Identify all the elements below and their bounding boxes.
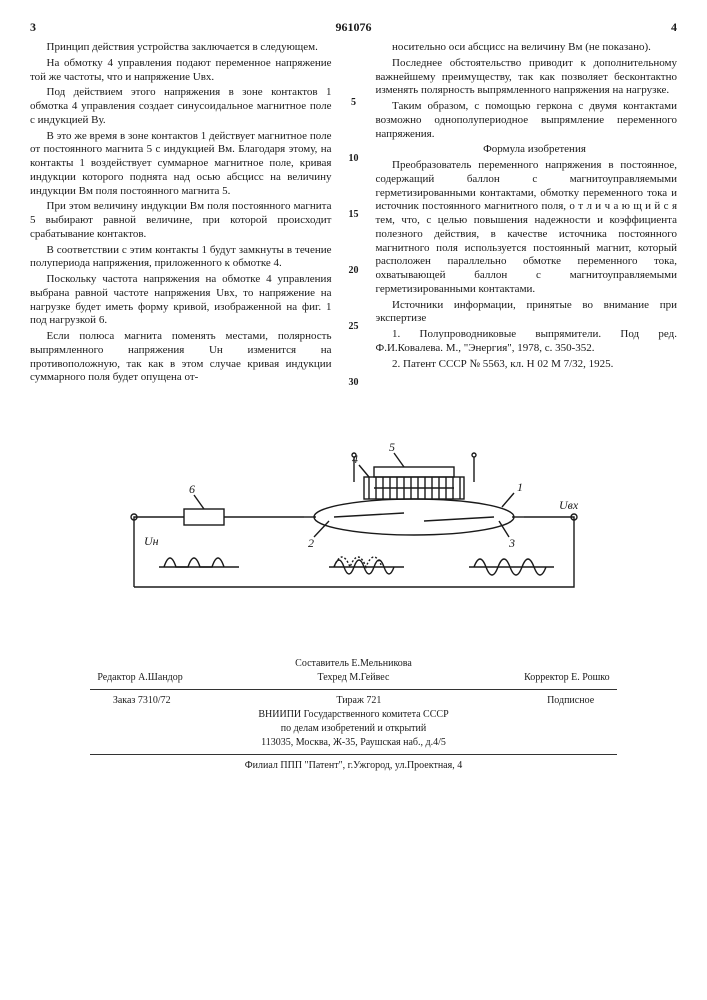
line-number: 20 bbox=[346, 265, 362, 278]
figure-label-4: 4 bbox=[352, 452, 358, 466]
line-number-gutter: 5 10 15 20 25 30 bbox=[346, 41, 362, 387]
order-row: Заказ 7310/72 Тираж 721 Подписное bbox=[30, 694, 677, 708]
editor: Редактор А.Шандор bbox=[97, 671, 182, 685]
source-item: 2. Патент СССР № 5563, кл. Н 02 М 7/32, … bbox=[376, 358, 678, 372]
figure-labels: 6 2 3 4 5 1 Uн Uвх bbox=[144, 440, 579, 550]
paragraph: Если полюса магнита поменять местами, по… bbox=[30, 330, 332, 385]
left-column: Принцип действия устройства заключается … bbox=[30, 41, 332, 387]
paragraph: Под действием этого напряжения в зоне ко… bbox=[30, 86, 332, 127]
figure-label-6: 6 bbox=[189, 482, 195, 496]
source-item: 1. Полупроводниковые выпрямители. Под ре… bbox=[376, 328, 678, 356]
figure-u-bx: Uвх bbox=[559, 498, 579, 512]
figure-label-1: 1 bbox=[517, 480, 523, 494]
paragraph: Таким образом, с помощью геркона с двумя… bbox=[376, 100, 678, 141]
paragraph: Принцип действия устройства заключается … bbox=[30, 41, 332, 55]
figure-label-5: 5 bbox=[389, 440, 395, 454]
line-number: 25 bbox=[346, 321, 362, 334]
figure-label-3: 3 bbox=[508, 536, 515, 550]
text-columns: Принцип действия устройства заключается … bbox=[30, 41, 677, 387]
page: 3 961076 4 Принцип действия устройства з… bbox=[0, 0, 707, 793]
podpisnoe: Подписное bbox=[547, 694, 594, 708]
paragraph: На обмотку 4 управления подают переменно… bbox=[30, 57, 332, 85]
tirazh: Тираж 721 bbox=[336, 694, 381, 708]
paragraph: Поскольку частота напряжения на обмотке … bbox=[30, 273, 332, 328]
line-number: 5 bbox=[346, 97, 362, 110]
paragraph: В это же время в зоне контактов 1 действ… bbox=[30, 130, 332, 199]
paragraph: Последнее обстоятельство приводит к допо… bbox=[376, 57, 678, 98]
techred: Техред М.Гейвес bbox=[317, 671, 389, 685]
paragraph: При этом величину индукции Bм поля посто… bbox=[30, 200, 332, 241]
circuit-svg: 6 2 3 4 5 1 Uн Uвх bbox=[104, 417, 604, 617]
divider bbox=[90, 689, 617, 690]
figure-label-2: 2 bbox=[308, 536, 314, 550]
figure-u-n: Uн bbox=[144, 534, 159, 548]
corrector: Корректор Е. Рошко bbox=[524, 671, 610, 685]
paragraph: В соответствии с этим контакты 1 будут з… bbox=[30, 244, 332, 272]
line-number: 10 bbox=[346, 153, 362, 166]
page-number-right: 4 bbox=[671, 20, 677, 35]
sources-title: Источники информации, принятые во вниман… bbox=[376, 299, 678, 327]
order: Заказ 7310/72 bbox=[113, 694, 171, 708]
compiler-line: Составитель Е.Мельникова bbox=[30, 657, 677, 671]
org-line-1: ВНИИПИ Государственного комитета СССР bbox=[30, 708, 677, 722]
line-number: 30 bbox=[346, 377, 362, 390]
filial-line: Филиал ППП "Патент", г.Ужгород, ул.Проек… bbox=[30, 759, 677, 773]
header-row: 3 961076 4 bbox=[30, 20, 677, 35]
paragraph: Преобразователь переменного напряжения в… bbox=[376, 159, 678, 297]
circuit-figure: 6 2 3 4 5 1 Uн Uвх bbox=[104, 417, 604, 617]
divider bbox=[90, 754, 617, 755]
patent-number: 961076 bbox=[36, 20, 671, 35]
line-number: 15 bbox=[346, 209, 362, 222]
right-column: носительно оси абсцисс на величину Bм (н… bbox=[376, 41, 678, 387]
org-line-2: по делам изобретений и открытий bbox=[30, 722, 677, 736]
paragraph: носительно оси абсцисс на величину Bм (н… bbox=[376, 41, 678, 55]
footer-block: Составитель Е.Мельникова Редактор А.Шанд… bbox=[30, 657, 677, 773]
credits-row: Редактор А.Шандор Техред М.Гейвес Коррек… bbox=[30, 671, 677, 685]
address-line: 113035, Москва, Ж-35, Раушская наб., д.4… bbox=[30, 736, 677, 750]
formula-title: Формула изобретения bbox=[376, 143, 678, 157]
